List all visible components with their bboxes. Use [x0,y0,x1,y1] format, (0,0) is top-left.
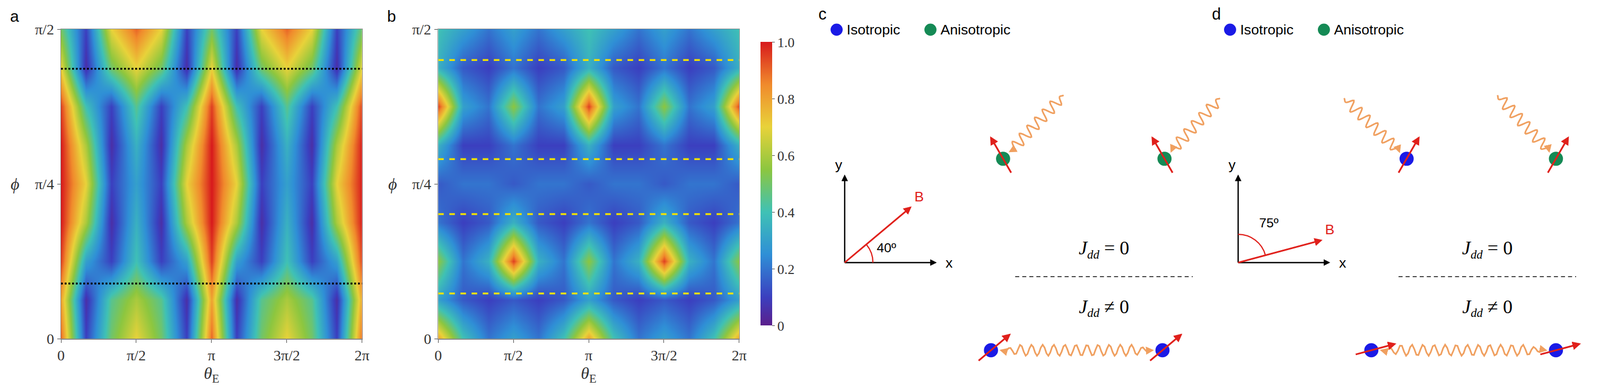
svg-text:b: b [387,7,397,25]
svg-text:ϕ: ϕ [10,174,20,194]
svg-text:π/4: π/4 [35,176,55,193]
svg-text:40º: 40º [876,240,897,256]
svg-text:π/4: π/4 [412,176,432,193]
svg-text:Anisotropic: Anisotropic [940,21,1011,38]
svg-text:0.8: 0.8 [777,91,795,108]
svg-text:a: a [10,7,20,25]
svg-text:ϕ: ϕ [388,174,398,194]
svg-text:0: 0 [434,347,442,364]
svg-text:0: 0 [423,330,432,348]
svg-text:0: 0 [777,318,785,335]
svg-text:Jdd ≠ 0: Jdd ≠ 0 [1078,296,1130,321]
svg-text:x: x [945,255,953,271]
svg-text:2π: 2π [354,347,370,364]
svg-text:2π: 2π [731,347,747,364]
svg-text:π: π [584,347,593,364]
svg-text:π/2: π/2 [126,347,146,364]
svg-text:Jdd = 0: Jdd = 0 [1462,237,1513,262]
svg-text:d: d [1211,4,1221,23]
svg-text:x: x [1339,255,1347,271]
svg-text:Jdd = 0: Jdd = 0 [1078,237,1130,262]
svg-text:θ​E​: θ​E​ [580,363,597,386]
svg-text:y: y [1228,156,1237,173]
svg-text:Isotropic: Isotropic [846,21,901,38]
svg-text:Isotropic: Isotropic [1239,21,1294,38]
svg-text:Anisotropic: Anisotropic [1333,21,1404,38]
svg-text:B: B [914,188,924,205]
svg-text:3π/2: 3π/2 [650,347,678,364]
svg-text:B: B [1324,221,1335,238]
svg-text:π/2: π/2 [412,21,432,38]
svg-text:0.4: 0.4 [777,205,795,221]
svg-text:π/2: π/2 [503,347,523,364]
svg-text:0.2: 0.2 [777,261,795,278]
svg-text:θ​E​: θ​E​ [203,363,220,386]
svg-text:π/2: π/2 [35,21,55,38]
svg-text:0.6: 0.6 [777,148,795,164]
svg-text:Jdd ≠ 0: Jdd ≠ 0 [1462,296,1513,321]
svg-text:75º: 75º [1258,215,1279,231]
svg-text:c: c [818,4,827,23]
svg-text:0: 0 [57,347,65,364]
svg-text:π: π [207,347,216,364]
svg-text:3π/2: 3π/2 [273,347,301,364]
svg-text:0: 0 [46,330,55,348]
svg-text:y: y [835,156,843,173]
svg-text:1.0: 1.0 [777,35,795,51]
